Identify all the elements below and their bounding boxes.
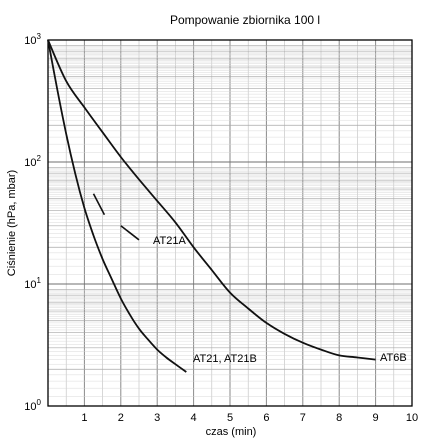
series-label-at6b: AT6B bbox=[380, 352, 407, 364]
y-axis-ticks: 100 101 102 103 bbox=[24, 32, 41, 413]
series-line-at21a bbox=[92, 193, 106, 216]
x-tick-label: 8 bbox=[336, 412, 342, 424]
plot-frame bbox=[47, 39, 413, 407]
series-label-at21a: AT21A bbox=[153, 235, 186, 247]
x-tick-label: 6 bbox=[263, 412, 269, 424]
x-tick-label: 5 bbox=[227, 412, 233, 424]
series-group: AT6B AT21, AT21B AT21A bbox=[47, 39, 407, 373]
series-label-at21-at21b: AT21, AT21B bbox=[193, 353, 257, 365]
series-line-at21-at21b bbox=[47, 39, 187, 373]
x-axis-label: czas (min) bbox=[206, 426, 257, 438]
x-tick-label: 7 bbox=[300, 412, 306, 424]
y-tick-label: 102 bbox=[24, 154, 41, 169]
grid bbox=[47, 40, 413, 407]
series-line-at21a bbox=[120, 225, 140, 241]
x-axis-ticks: 1 2 3 4 5 6 7 8 9 10 bbox=[81, 412, 418, 424]
x-tick-label: 2 bbox=[118, 412, 124, 424]
y-tick-label: 101 bbox=[24, 276, 41, 291]
x-tick-label: 1 bbox=[81, 412, 87, 424]
y-tick-label: 100 bbox=[24, 398, 41, 413]
y-axis-label: Ciśnienie (hPa, mbar) bbox=[6, 170, 18, 276]
x-tick-label: 10 bbox=[406, 412, 418, 424]
chart-title: Pompowanie zbiornika 100 l bbox=[170, 13, 320, 27]
x-tick-label: 3 bbox=[154, 412, 160, 424]
series-line-at6b bbox=[47, 39, 376, 361]
x-tick-label: 9 bbox=[373, 412, 379, 424]
x-tick-label: 4 bbox=[191, 412, 197, 424]
y-tick-label: 103 bbox=[24, 32, 41, 47]
